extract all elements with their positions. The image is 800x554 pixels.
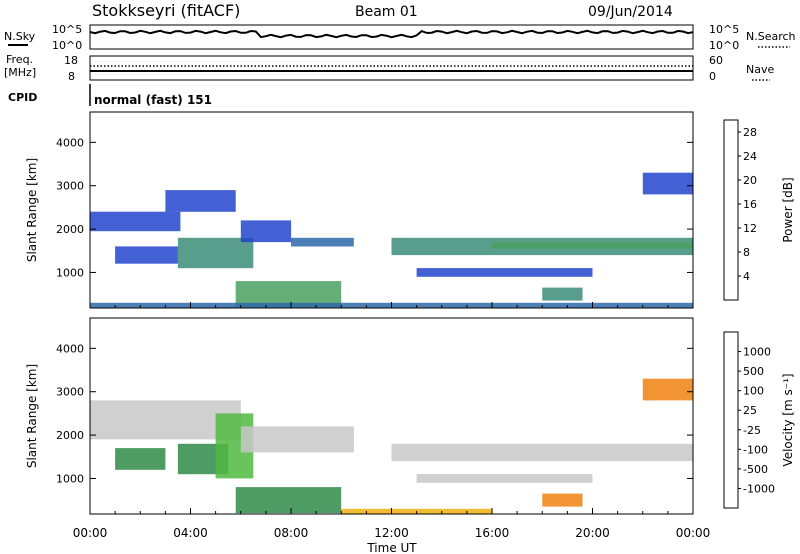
- nsearch-label: N.Search: [746, 30, 796, 43]
- station-title: Stokkseyri (fitACF): [92, 1, 240, 20]
- xtick-label-2: 08:00: [274, 526, 309, 540]
- velocity-region-10: [642, 378, 694, 401]
- power-region-12: [642, 172, 694, 195]
- beam-label: Beam 01: [355, 4, 418, 20]
- velocity-region-1: [115, 448, 166, 470]
- power-colorbar-tick-label-4: 20: [743, 174, 757, 187]
- power-region-1: [165, 190, 236, 212]
- xtick-label-4: 16:00: [475, 526, 510, 540]
- power-region-6: [235, 281, 342, 308]
- nsky-label: N.Sky: [4, 30, 36, 43]
- velocity-colorbar-tick-label-6: -500: [743, 463, 768, 476]
- power-ytick-label-3: 4000: [56, 136, 84, 149]
- power-ytick-label-2: 3000: [56, 180, 84, 193]
- velocity-region-8: [416, 474, 593, 483]
- frequency-panel: Freq. [MHz] 18 8 60 0 Nave: [4, 53, 774, 83]
- power-colorbar-label: Power [dB]: [781, 177, 795, 242]
- time-axis: 00:00 04:00 08:00 12:00 16:00 20:00 00:00: [73, 526, 711, 540]
- power-colorbar-tick-label-6: 28: [743, 126, 757, 139]
- date-label: 09/Jun/2014: [588, 4, 673, 20]
- velocity-colorbar-frame: [723, 331, 739, 509]
- velocity-colorbar-tick-label-4: -25: [743, 424, 761, 437]
- power-region-4: [240, 220, 292, 243]
- noise-tick-left-top: 10^5: [52, 23, 82, 36]
- velocity-ytick-label-2: 3000: [56, 386, 84, 399]
- frequency-panel-frame: [89, 55, 694, 81]
- velocity-ytick-label-0: 1000: [56, 472, 84, 485]
- power-ytick-label-0: 1000: [56, 266, 84, 279]
- power-region-11: [542, 287, 583, 301]
- cpid-label: CPID: [8, 91, 37, 104]
- power-region-10: [416, 268, 593, 277]
- power-region-2: [115, 246, 178, 264]
- xtick-label-3: 12:00: [374, 526, 409, 540]
- nave-tick-bottom: 0: [709, 70, 716, 83]
- noise-tick-right-top: 10^5: [709, 23, 739, 36]
- x-axis-label: Time UT: [366, 541, 417, 554]
- velocity-colorbar-tick-label-3: 25: [743, 404, 757, 417]
- xtick-label-0: 00:00: [73, 526, 108, 540]
- power-colorbar: 4 8 12 16 20 24 28 Power [dB]: [723, 119, 795, 301]
- power-region-0: [90, 211, 181, 232]
- noise-tick-left-bottom: 10^0: [52, 39, 82, 52]
- power-y-axis-label: Slant Range [km]: [25, 158, 39, 262]
- velocity-region-4: [240, 426, 354, 453]
- power-colorbar-tick-label-5: 24: [743, 150, 757, 163]
- velocity-colorbar-tick-label-1: 500: [743, 365, 764, 378]
- power-ytick-label-1: 2000: [56, 223, 84, 236]
- xtick-label-1: 04:00: [173, 526, 208, 540]
- velocity-panel: 1000 2000 3000 4000 Slant Range [km]: [25, 317, 694, 515]
- power-colorbar-tick-label-3: 16: [743, 198, 757, 211]
- noise-panel: N.Sky 10^5 10^0 10^5 10^0 N.Search: [4, 23, 796, 52]
- velocity-region-5: [235, 487, 342, 514]
- velocity-region-9: [542, 493, 583, 507]
- xtick-label-6: 00:00: [676, 526, 711, 540]
- cpid-value: normal (fast) 151: [94, 93, 212, 107]
- velocity-colorbar-tick-label-2: 100: [743, 385, 764, 398]
- velocity-y-axis-label: Slant Range [km]: [25, 364, 39, 468]
- power-region-3: [177, 237, 254, 269]
- velocity-region-7: [391, 443, 693, 462]
- nave-tick-top: 60: [709, 54, 723, 67]
- power-colorbar-tick-label-2: 12: [743, 222, 757, 235]
- power-panel: 1000 2000 3000 4000 Slant Range [km]: [25, 111, 694, 309]
- velocity-colorbar-label: Velocity [m s⁻¹]: [781, 373, 795, 466]
- xtick-label-5: 20:00: [575, 526, 610, 540]
- velocity-colorbar-tick-label-5: -100: [743, 443, 768, 456]
- velocity-ytick-label-3: 4000: [56, 342, 84, 355]
- velocity-ytick-label-1: 2000: [56, 429, 84, 442]
- noise-tick-right-bottom: 10^0: [709, 39, 739, 52]
- velocity-colorbar-tick-label-0: 1000: [743, 346, 771, 359]
- noise-panel-frame: [89, 24, 694, 50]
- power-colorbar-frame: [723, 119, 739, 301]
- velocity-colorbar: 1000 500 100 25 -25 -100 -500 -1000 Velocity [m …: [723, 331, 795, 509]
- freq-tick-top: 18: [64, 54, 78, 67]
- noise-sky-line: [89, 29, 694, 39]
- power-colorbar-tick-label-1: 8: [743, 246, 750, 259]
- nave-label: Nave: [746, 63, 774, 76]
- freq-tick-bottom: 8: [68, 70, 75, 83]
- freq-unit-label: [MHz]: [4, 66, 36, 79]
- freq-label: Freq.: [6, 53, 33, 66]
- power-region-9: [492, 242, 693, 249]
- power-colorbar-tick-label-0: 4: [743, 270, 750, 283]
- power-region-5: [291, 237, 354, 247]
- velocity-colorbar-tick-label-7: -1000: [743, 482, 775, 495]
